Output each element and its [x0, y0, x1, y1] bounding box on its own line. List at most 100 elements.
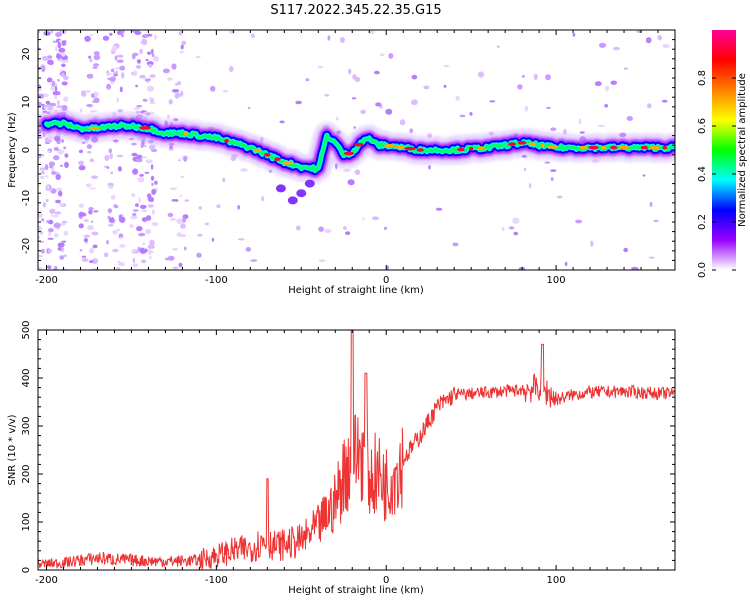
spectrogram-speckle	[411, 74, 418, 80]
spectrogram-speckle	[38, 155, 42, 159]
y-tick-label: 400	[21, 368, 32, 387]
spectrogram-speckle	[38, 225, 43, 232]
spectrogram-speckle	[88, 209, 93, 215]
spectrogram-speckle	[295, 100, 302, 105]
spectrogram-hotspot	[274, 157, 281, 161]
spectrogram-speckle	[167, 212, 174, 218]
spectrogram-speckle	[104, 155, 110, 162]
spectrogram-speckle	[141, 209, 147, 213]
spectrogram-speckle	[533, 73, 538, 81]
spectrogram-speckle	[521, 75, 526, 78]
x-tick-label: -200	[35, 275, 58, 286]
spectrogram-speckle	[409, 128, 414, 134]
spectrogram-speckle	[39, 167, 46, 171]
spectrogram-speckle	[305, 78, 310, 82]
spectrogram-speckle	[141, 156, 148, 159]
spectrogram-speckle	[108, 185, 114, 189]
spectrogram-speckle	[79, 108, 83, 113]
spectrogram-speckle	[38, 236, 41, 239]
spectrogram-speckle	[642, 174, 646, 177]
spectrogram-speckle	[261, 196, 264, 202]
spectrogram-speckle	[92, 244, 98, 249]
spectrogram-speckle	[137, 177, 145, 183]
spectrogram-speckle	[508, 226, 515, 230]
spectrogram-speckle	[142, 144, 147, 148]
spectrogram-speckle	[138, 232, 146, 237]
spectrogram-speckle	[55, 45, 58, 52]
spectrogram-hotspot	[282, 161, 294, 165]
spectrogram-hotspot	[354, 142, 364, 147]
spectrogram-speckle	[60, 202, 65, 206]
spectrogram-x-axis-label: Height of straight line (km)	[288, 285, 424, 296]
spectrogram-hotspot	[224, 139, 229, 143]
spectrogram-speckle	[46, 77, 53, 83]
spectrogram-ridge-band	[45, 120, 675, 173]
spectrogram-speckle	[102, 35, 110, 41]
spectrogram-speckle	[469, 112, 473, 116]
spectrogram-speckle	[78, 211, 84, 217]
spectrogram-speckle	[435, 207, 443, 211]
spectrogram-speckle	[459, 114, 466, 118]
spectrogram-speckle	[47, 237, 54, 240]
spectrogram-speckle	[131, 152, 138, 157]
spectrogram-speckle	[181, 40, 187, 46]
spectrogram-speckle	[121, 30, 125, 34]
spectrogram-speckle	[428, 165, 431, 170]
spectrogram-speckle	[47, 265, 52, 269]
spectrogram-speckle	[45, 198, 49, 203]
spectrogram-speckle	[117, 260, 121, 264]
spectrogram-speckle	[54, 93, 58, 100]
spectrogram-speckle	[372, 216, 380, 221]
spectrogram-hotspot	[528, 142, 537, 146]
spectrogram-speckle	[513, 231, 519, 236]
spectrogram-speckle	[53, 214, 59, 218]
spectrogram-speckle	[87, 151, 92, 154]
spectrogram-speckle	[572, 33, 576, 37]
spectrogram-speckle	[104, 252, 109, 258]
spectrogram-speckle	[150, 111, 155, 115]
spectrogram-speckle	[524, 105, 528, 112]
snr-plot-area	[38, 330, 675, 570]
spectrogram-hotspot	[649, 145, 660, 150]
spectrogram-speckle	[594, 81, 602, 87]
spectrogram-hotspot	[610, 145, 618, 150]
y-tick-label: 100	[21, 512, 32, 531]
spectrogram-speckle	[597, 124, 606, 128]
spectrogram-speckle	[63, 96, 69, 102]
spectrogram-speckle	[318, 226, 324, 232]
spectrogram-speckle	[145, 228, 152, 235]
spectrogram-hotspot	[618, 145, 630, 150]
colorbar: 0.0 0.2 0.4 0.6 0.8 Normalized spectral ampl…	[697, 30, 748, 278]
spectrogram-speckle	[47, 150, 51, 153]
spectrogram-speckle	[46, 138, 53, 143]
spectrogram-speckle	[145, 159, 153, 164]
spectrogram-speckle	[40, 175, 45, 180]
spectrogram-speckle	[114, 73, 118, 77]
spectrogram-speckle	[174, 93, 180, 99]
spectrogram-speckle	[48, 161, 56, 167]
spectrogram-speckle	[443, 64, 450, 68]
spectrogram-speckle	[111, 45, 118, 52]
spectrogram-hotspot	[183, 131, 189, 136]
spectrogram-speckle	[87, 224, 94, 231]
spectrogram-speckle	[41, 248, 45, 254]
spectrogram-speckle	[216, 204, 221, 209]
spectrogram-speckle	[83, 219, 90, 222]
spectrogram-speckle	[146, 85, 155, 92]
spectrogram-speckle	[237, 238, 245, 241]
spectrogram-speckle	[41, 65, 46, 73]
spectrogram-speckle	[89, 158, 95, 163]
spectrogram-speckle	[149, 102, 156, 105]
spectrogram-speckle	[375, 102, 382, 107]
x-tick-label: 0	[383, 275, 389, 286]
spectrogram-speckle	[91, 231, 99, 236]
spectrogram-speckle	[62, 75, 69, 81]
spectrogram-speckle	[178, 159, 181, 162]
spectrogram-speckle	[50, 214, 54, 217]
spectrogram-speckle	[151, 208, 155, 215]
spectrogram-speckle	[210, 85, 216, 92]
colorbar-tick-label: 0.6	[697, 118, 708, 134]
spectrogram-speckle	[61, 72, 65, 78]
spectrogram-speckle	[44, 104, 52, 108]
